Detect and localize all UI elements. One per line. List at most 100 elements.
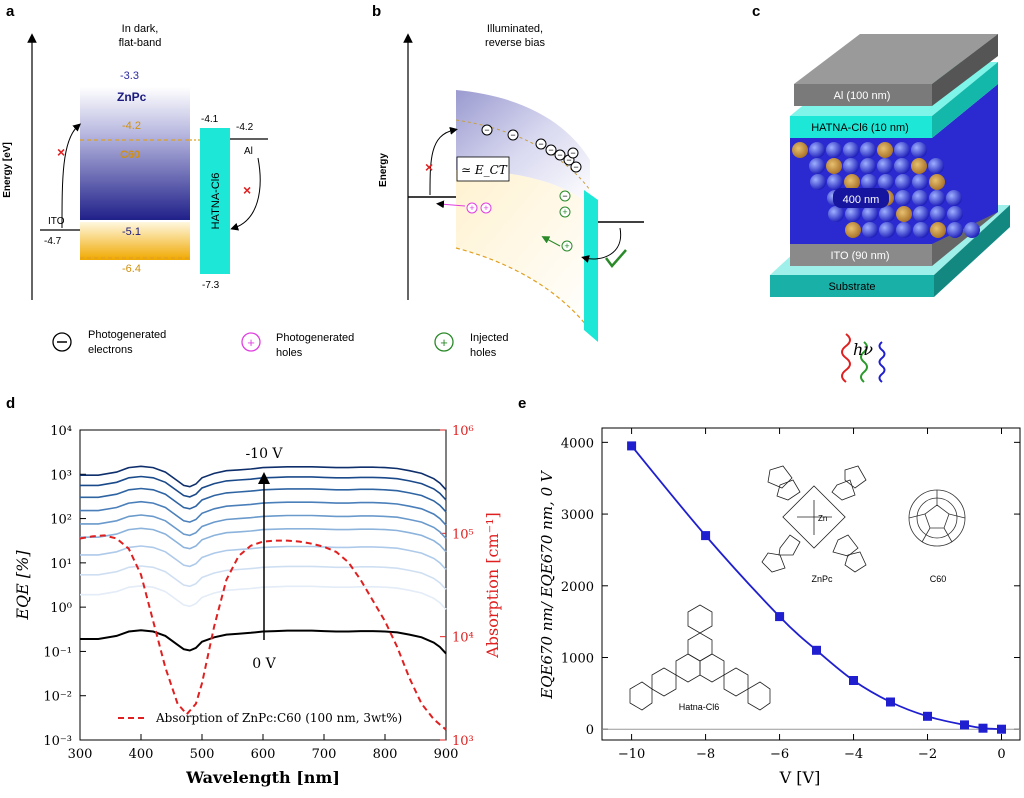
znpc-sphere [894,142,910,158]
carrier-legend: Photogenerated electrons + Photogenerate… [52,329,509,359]
x-tick-label-e: 0 [997,747,1005,762]
svg-text:+: + [469,203,474,213]
title-a-line1: In dark, [122,23,159,35]
svg-text:+: + [564,241,569,251]
c60-molecule-icon [908,489,966,547]
znpc-sphere [879,206,895,222]
c60-sphere [930,222,946,238]
znpc-sphere [895,190,911,206]
hole-injection-arrow-a [230,157,261,231]
y-tick-label-e: 4000 [561,436,594,451]
znpc-sphere [947,222,963,238]
eqe-curve [80,475,447,501]
znpc-sphere [860,142,876,158]
y-tick-label-d: 10⁰ [50,601,72,616]
svg-text:−: − [557,150,562,160]
svg-text:−: − [510,130,515,140]
svg-text:−: − [566,155,571,165]
ect-label: ≃ E_CT [461,163,508,177]
ito-label-a: ITO [48,216,65,227]
legend-holes-line1: Photogenerated [276,332,354,344]
panel-label-b: b [372,3,381,20]
znpc-sphere [964,222,980,238]
znpc-sphere [826,142,842,158]
ect-box [456,156,510,182]
y2-tick-label-d: 10⁵ [452,527,474,542]
legend-absorption: Absorption of ZnPc:C60 (100 nm, 3wt%) [155,711,402,725]
svg-text:+: + [483,203,488,213]
data-point [701,531,711,541]
panel-label-d: d [6,395,15,412]
y-tick-label-d: 10⁻² [43,690,72,705]
axes-e: −10 −8 −6 −4 −2 0 0 1000 2000 3000 4000 [561,428,1020,762]
svg-text:+: + [562,207,567,217]
c60-sphere [929,174,945,190]
legend-electrons-line1: Photogenerated [88,329,166,341]
c60-sphere [792,142,808,158]
data-point [627,441,637,451]
injected-hole-icon [434,332,454,352]
znpc-sphere [912,174,928,190]
x-tick-label-d: 400 [129,747,154,762]
active-thickness-label: 400 nm [843,194,880,206]
znpc-band [80,87,190,220]
znpc-sphere [862,222,878,238]
znpc-sphere [879,222,895,238]
data-point [849,676,858,685]
y-tick-label-d: 10⁴ [50,424,72,439]
y-tick-label-d: 10² [50,513,72,528]
x-tick-label-d: 900 [434,747,459,762]
al-value-a: -4.2 [236,122,254,133]
title-b-line1: Illuminated, [487,23,543,35]
znpc-sphere [895,174,911,190]
znpc-sphere [912,190,928,206]
plot-frame-e [601,427,1021,741]
znpc-sphere [913,222,929,238]
eqe-curve [80,487,447,513]
znpc-label: ZnPc [117,90,147,104]
x-tick-label-d: 500 [190,747,215,762]
hatna-side [932,62,998,138]
x-tick-label-d: 700 [312,747,337,762]
injection-arrow-b [429,126,458,196]
hole-icon-plus: + [247,335,255,350]
absorption-curve [79,534,447,731]
c60-sphere [844,174,860,190]
y-axis-label-e: EQE670 nm/ EQE670 nm, 0 V [538,469,556,700]
y-tick-label-e: 3000 [561,508,594,523]
al-label-a: Al [244,146,253,157]
photon-label: hν [853,340,873,359]
znpc-sphere [913,206,929,222]
c60-sphere [911,158,927,174]
data-point [978,723,988,733]
x-tick-label-e: −2 [918,747,937,762]
blocked-cross-b: × [425,159,433,175]
hatna-homo-value: -7.3 [202,280,220,291]
eqe-curve [80,514,447,540]
x-tick-label-e: −6 [770,747,789,762]
hatna-label-c: HATNA-Cl6 (10 nm) [811,122,909,134]
electrons-b: − − − − − − − − − [481,124,582,202]
x-tick-label-e: −10 [618,747,645,762]
znpc-sphere [896,222,912,238]
blocked-cross-a1: × [57,144,65,160]
znpc-sphere [843,158,859,174]
znpc-molecule-label: ZnPc [811,574,833,584]
eqe-curve [80,500,447,526]
x-axis-label-e: V [V] [779,768,821,787]
znpc-sphere [810,174,826,190]
y2-tick-label-d: 10⁴ [452,631,474,646]
ito-value-a: -4.7 [44,236,62,247]
znpc-sphere [929,190,945,206]
check-icon [605,249,627,268]
svg-text:−: − [570,148,575,158]
y-tick-label-e: 2000 [561,580,594,595]
eqe-curve [80,465,447,491]
arrow-label-bottom: 0 V [252,656,276,672]
legend-injected-line1: Injected [470,332,509,344]
legend-holes-line2: holes [276,347,303,359]
ratio-curve [630,445,1002,731]
lumo-dash-b [455,119,591,191]
x-tick-label-d: 800 [373,747,398,762]
